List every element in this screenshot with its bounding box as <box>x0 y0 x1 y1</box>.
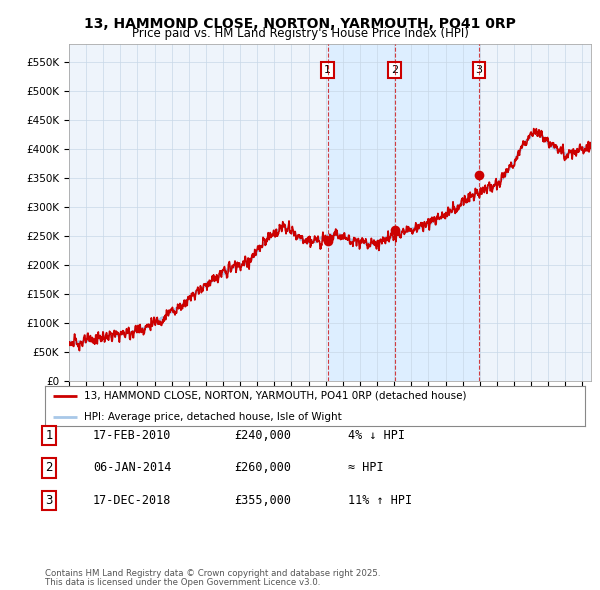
Text: 2: 2 <box>46 461 53 474</box>
Text: 06-JAN-2014: 06-JAN-2014 <box>93 461 172 474</box>
Text: £240,000: £240,000 <box>234 429 291 442</box>
Text: 11% ↑ HPI: 11% ↑ HPI <box>348 494 412 507</box>
Text: 13, HAMMOND CLOSE, NORTON, YARMOUTH, PO41 0RP (detached house): 13, HAMMOND CLOSE, NORTON, YARMOUTH, PO4… <box>84 391 466 401</box>
Text: £355,000: £355,000 <box>234 494 291 507</box>
Text: £260,000: £260,000 <box>234 461 291 474</box>
Text: 3: 3 <box>46 494 53 507</box>
Text: 17-DEC-2018: 17-DEC-2018 <box>93 494 172 507</box>
Bar <box>328 44 479 381</box>
Text: 2: 2 <box>391 65 398 75</box>
Text: 17-FEB-2010: 17-FEB-2010 <box>93 429 172 442</box>
Text: This data is licensed under the Open Government Licence v3.0.: This data is licensed under the Open Gov… <box>45 578 320 587</box>
Text: 3: 3 <box>476 65 482 75</box>
Text: HPI: Average price, detached house, Isle of Wight: HPI: Average price, detached house, Isle… <box>84 412 341 422</box>
Text: 13, HAMMOND CLOSE, NORTON, YARMOUTH, PO41 0RP: 13, HAMMOND CLOSE, NORTON, YARMOUTH, PO4… <box>84 17 516 31</box>
Text: 1: 1 <box>324 65 331 75</box>
Text: 4% ↓ HPI: 4% ↓ HPI <box>348 429 405 442</box>
Text: ≈ HPI: ≈ HPI <box>348 461 383 474</box>
Text: Price paid vs. HM Land Registry's House Price Index (HPI): Price paid vs. HM Land Registry's House … <box>131 27 469 40</box>
Text: Contains HM Land Registry data © Crown copyright and database right 2025.: Contains HM Land Registry data © Crown c… <box>45 569 380 578</box>
Text: 1: 1 <box>46 429 53 442</box>
